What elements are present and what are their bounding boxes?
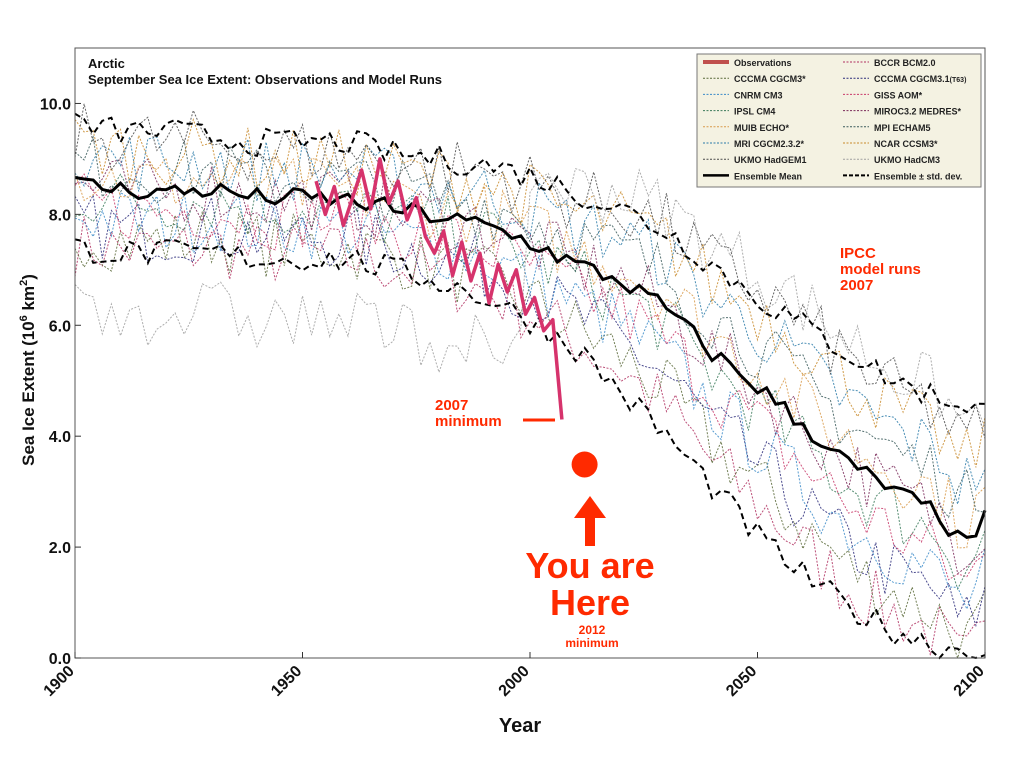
model-run-line [74, 155, 986, 549]
chart-title: Arctic [88, 56, 125, 71]
min-2012-annotation: minimum [565, 636, 618, 650]
legend-label: MPI ECHAM5 [874, 123, 931, 133]
model-run-line [74, 211, 986, 660]
y-tick-label: 0.0 [49, 651, 71, 668]
legend-label: UKMO HadGEM1 [734, 155, 807, 165]
legend-label: IPSL CM4 [734, 107, 775, 117]
legend-label: BCCR BCM2.0 [874, 58, 936, 68]
legend-label: Ensemble ± std. dev. [874, 171, 962, 181]
y-tick-label: 4.0 [49, 429, 71, 446]
ensemble-upper-std-line [74, 112, 986, 414]
model-run-line [74, 136, 986, 505]
chart-subtitle: September Sea Ice Extent: Observations a… [88, 72, 442, 87]
legend: Observations BCCR BCM2.0 CCCMA CGCM3* CCCMA… [696, 53, 982, 188]
legend-label: MUIB ECHO* [734, 123, 789, 133]
legend-label: GISS AOM* [874, 90, 923, 100]
legend-label: MIROC3.2 MEDRES* [874, 107, 962, 117]
arrow-head [574, 496, 606, 518]
model-run-line [74, 216, 986, 656]
model-runs-layer [74, 103, 986, 660]
you-are-here-marker [571, 451, 598, 478]
legend-label: MRI CGCM2.3.2* [734, 139, 805, 149]
ipcc-annotation: model runs [840, 261, 921, 278]
ensemble-mean-line [74, 176, 987, 539]
y-tick-label: 8.0 [49, 207, 71, 224]
min-2007-annotation: 2007 [435, 397, 468, 414]
x-axis-label: Year [499, 715, 541, 737]
model-run-line [74, 191, 986, 611]
legend-label: CCCMA CGCM3.1(T63) [874, 74, 966, 84]
y-tick-label: 6.0 [49, 318, 71, 335]
legend-label: CCCMA CGCM3* [734, 74, 806, 84]
y-tick-label: 2.0 [49, 540, 71, 557]
legend-box [696, 53, 982, 188]
legend-label: UKMO HadCM3 [874, 155, 940, 165]
model-run-line [74, 173, 986, 591]
legend-label: Ensemble Mean [734, 171, 802, 181]
legend-label: Observations [734, 58, 792, 68]
y-axis-label: Sea Ice Extent (106 km2) [18, 274, 38, 466]
arrow-shaft [585, 516, 595, 546]
min-2012-annotation: 2012 [579, 623, 606, 637]
you-are-here-text: You are [525, 545, 654, 586]
model-run-line [74, 103, 986, 439]
legend-label: NCAR CCSM3* [874, 139, 938, 149]
main-lines-layer [74, 112, 987, 660]
model-run-line [74, 167, 986, 429]
ipcc-annotation: IPCC [840, 245, 876, 262]
min-2007-annotation: minimum [435, 413, 502, 430]
model-run-line [74, 158, 986, 575]
ipcc-annotation: 2007 [840, 277, 873, 294]
legend-label: CNRM CM3 [734, 90, 783, 100]
ensemble-lower-std-line [74, 238, 986, 660]
y-tick-label: 10.0 [40, 96, 71, 113]
model-run-line [74, 135, 986, 519]
observations-line [314, 157, 564, 420]
you-are-here-text: Here [550, 582, 630, 623]
